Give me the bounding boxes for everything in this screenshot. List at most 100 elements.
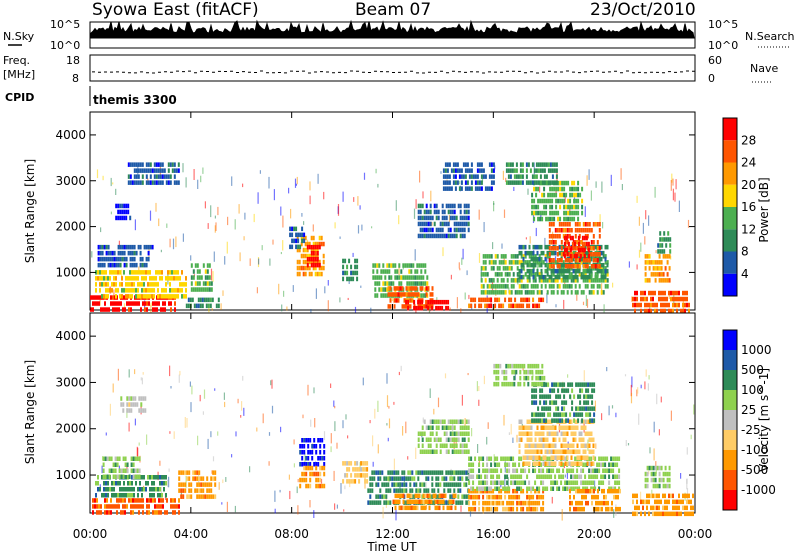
- echo-cell: [299, 444, 302, 449]
- echo-cell: [318, 244, 321, 250]
- echo-cell: [646, 254, 649, 259]
- echo-cell: [417, 305, 420, 311]
- echo-cell: [320, 265, 323, 271]
- echo-cell: [526, 278, 529, 283]
- echo-cell: [579, 253, 582, 259]
- speckle-cell: [175, 236, 177, 248]
- echo-cell: [690, 511, 692, 517]
- echo-cell: [576, 425, 579, 430]
- echo-cell: [302, 265, 305, 271]
- echo-cell: [563, 388, 566, 393]
- echo-cell: [494, 297, 497, 303]
- echo-cell: [291, 244, 294, 250]
- speckle-cell: [231, 176, 233, 186]
- echo-cell: [546, 254, 549, 259]
- echo-cell: [490, 488, 493, 494]
- echo-cell: [501, 381, 504, 387]
- echo-cell: [126, 301, 128, 306]
- echo-cell: [536, 290, 539, 295]
- echo-cell: [443, 209, 446, 215]
- echo-cell: [572, 461, 575, 466]
- echo-cell: [590, 256, 593, 262]
- echo-cell: [465, 494, 468, 499]
- speckle-cell: [690, 434, 692, 440]
- speckle-cell: [128, 369, 130, 378]
- echo-cell: [528, 419, 531, 424]
- echo-cell: [470, 186, 473, 191]
- speckle-cell: [648, 215, 650, 226]
- echo-cell: [530, 425, 533, 430]
- echo-cell: [569, 382, 572, 387]
- echo-cell: [533, 174, 536, 179]
- echo-cell: [674, 505, 676, 511]
- speckle-cell: [281, 304, 283, 312]
- echo-cell: [445, 431, 448, 436]
- echo-cell: [105, 250, 108, 256]
- speckle-cell: [214, 388, 216, 391]
- echo-cell: [144, 396, 147, 401]
- echo-cell: [572, 268, 575, 274]
- echo-cell: [320, 271, 323, 277]
- echo-cell: [615, 494, 617, 500]
- echo-cell: [296, 271, 299, 277]
- echo-cell: [566, 480, 569, 485]
- echo-cell: [155, 276, 157, 281]
- echo-cell: [431, 425, 434, 430]
- echo-cell: [650, 465, 653, 471]
- echo-cell: [596, 264, 599, 269]
- speckle-cell: [369, 420, 371, 424]
- echo-cell: [445, 482, 448, 487]
- echo-cell: [465, 476, 468, 481]
- echo-cell: [307, 450, 310, 455]
- echo-cell: [583, 406, 586, 411]
- echo-cell: [528, 468, 531, 473]
- echo-cell: [648, 465, 651, 471]
- speckle-cell: [678, 200, 680, 212]
- echo-cell: [665, 243, 668, 248]
- echo-cell: [147, 180, 150, 185]
- echo-cell: [528, 244, 531, 250]
- echo-cell: [665, 237, 668, 242]
- echo-cell: [548, 234, 551, 239]
- echo-cell: [646, 278, 649, 283]
- echo-cell: [506, 474, 509, 479]
- echo-cell: [606, 284, 609, 289]
- echo-cell: [429, 443, 432, 448]
- echo-cell: [398, 281, 401, 286]
- echo-cell: [502, 480, 505, 485]
- sky-left-tick-top: 10^5: [50, 18, 80, 31]
- speckle-cell: [185, 177, 187, 188]
- echo-cell: [454, 162, 457, 167]
- echo-cell: [504, 488, 507, 494]
- echo-cell: [177, 270, 179, 275]
- echo-cell: [527, 363, 530, 369]
- echo-cell: [161, 168, 164, 173]
- echo-cell: [454, 174, 457, 179]
- echo-cell: [607, 500, 609, 506]
- echo-cell: [478, 162, 481, 167]
- echo-cell: [554, 431, 557, 436]
- echo-cell: [311, 471, 314, 477]
- echo-cell: [507, 363, 510, 369]
- echo-cell: [134, 402, 137, 407]
- echo-cell: [139, 481, 141, 486]
- echo-cell: [398, 275, 401, 280]
- echo-cell: [582, 268, 585, 274]
- echo-cell: [548, 474, 551, 479]
- echo-cell: [524, 272, 527, 277]
- echo-cell: [616, 480, 619, 485]
- echo-cell: [449, 443, 452, 448]
- echo-cell: [552, 425, 555, 430]
- echo-cell: [670, 296, 672, 302]
- echo-cell: [580, 260, 583, 265]
- echo-cell: [467, 425, 470, 430]
- echo-cell: [558, 474, 561, 479]
- speckle-cell: [271, 379, 273, 389]
- echo-cell: [461, 449, 464, 454]
- echo-cell: [124, 498, 126, 503]
- echo-cell: [526, 437, 529, 442]
- echo-cell: [518, 284, 521, 289]
- echo-cell: [598, 456, 601, 461]
- echo-cell: [145, 276, 147, 281]
- echo-cell: [550, 222, 553, 227]
